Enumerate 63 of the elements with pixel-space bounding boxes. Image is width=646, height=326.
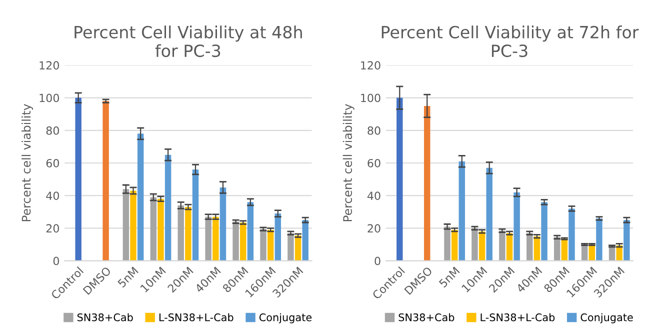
bar: [158, 198, 164, 261]
bar: [192, 170, 199, 261]
bar: [396, 98, 403, 261]
bar: [232, 222, 239, 261]
bar: [274, 214, 282, 261]
y-tick-label: 120: [361, 61, 380, 70]
bar: [150, 197, 157, 261]
bar: [499, 230, 506, 261]
bar: [472, 228, 478, 261]
bar: [130, 190, 136, 261]
y-tick-label: 80: [46, 126, 59, 135]
y-tick-label: 0: [53, 256, 59, 266]
bar: [260, 229, 266, 261]
bar: [122, 189, 130, 261]
bar: [444, 226, 450, 261]
legend-label: L-SN38+L-Cab: [480, 313, 555, 322]
bar: [478, 231, 486, 261]
bar: [220, 187, 226, 261]
bar: [247, 202, 254, 261]
legend-label: L-SN38+L-Cab: [159, 313, 234, 322]
y-tick-label: 20: [46, 224, 59, 233]
bar: [486, 168, 492, 261]
bar: [164, 154, 172, 261]
legend-label: Conjugate: [580, 313, 633, 324]
bar: [514, 192, 520, 261]
y-axis-title: Percent cell viability: [22, 104, 33, 222]
y-tick-label: 40: [46, 192, 59, 200]
bar: [451, 230, 458, 261]
bar: [205, 216, 212, 261]
y-axis-title: Percent cell viability: [342, 104, 354, 222]
y-tick-label: 100: [40, 94, 59, 102]
y-tick-label: 60: [368, 158, 380, 168]
bar: [178, 205, 184, 261]
bar: [506, 233, 513, 261]
bar: [616, 245, 622, 261]
legend-label: Conjugate: [259, 313, 312, 324]
y-tick-label: 60: [46, 158, 59, 168]
bar: [302, 220, 308, 261]
bar: [267, 230, 274, 261]
y-tick-label: 120: [40, 61, 59, 70]
bar: [75, 98, 82, 261]
bar: [424, 106, 430, 261]
bar: [212, 216, 219, 261]
chart-title: Percent Cell Viability at 48h for PC-3: [74, 26, 302, 58]
bar: [294, 236, 302, 261]
bar: [288, 233, 294, 261]
legend-label: SN38+Cab: [77, 313, 133, 322]
y-tick-label: 100: [361, 94, 380, 102]
legend-label: SN38+Cab: [398, 313, 454, 322]
bar: [541, 202, 548, 261]
bar: [458, 161, 466, 261]
y-tick-label: 40: [367, 192, 380, 200]
chart-title: Percent Cell Viability at 72h for PC-3: [382, 26, 639, 58]
bar: [624, 220, 630, 261]
y-tick-label: 20: [368, 224, 380, 233]
y-tick-label: 0: [374, 256, 380, 266]
bar: [185, 207, 192, 261]
bar: [137, 134, 144, 261]
bar: [102, 101, 109, 261]
bar: [240, 222, 246, 261]
y-tick-label: 80: [368, 126, 380, 135]
bar: [568, 208, 575, 261]
bar: [596, 218, 602, 261]
